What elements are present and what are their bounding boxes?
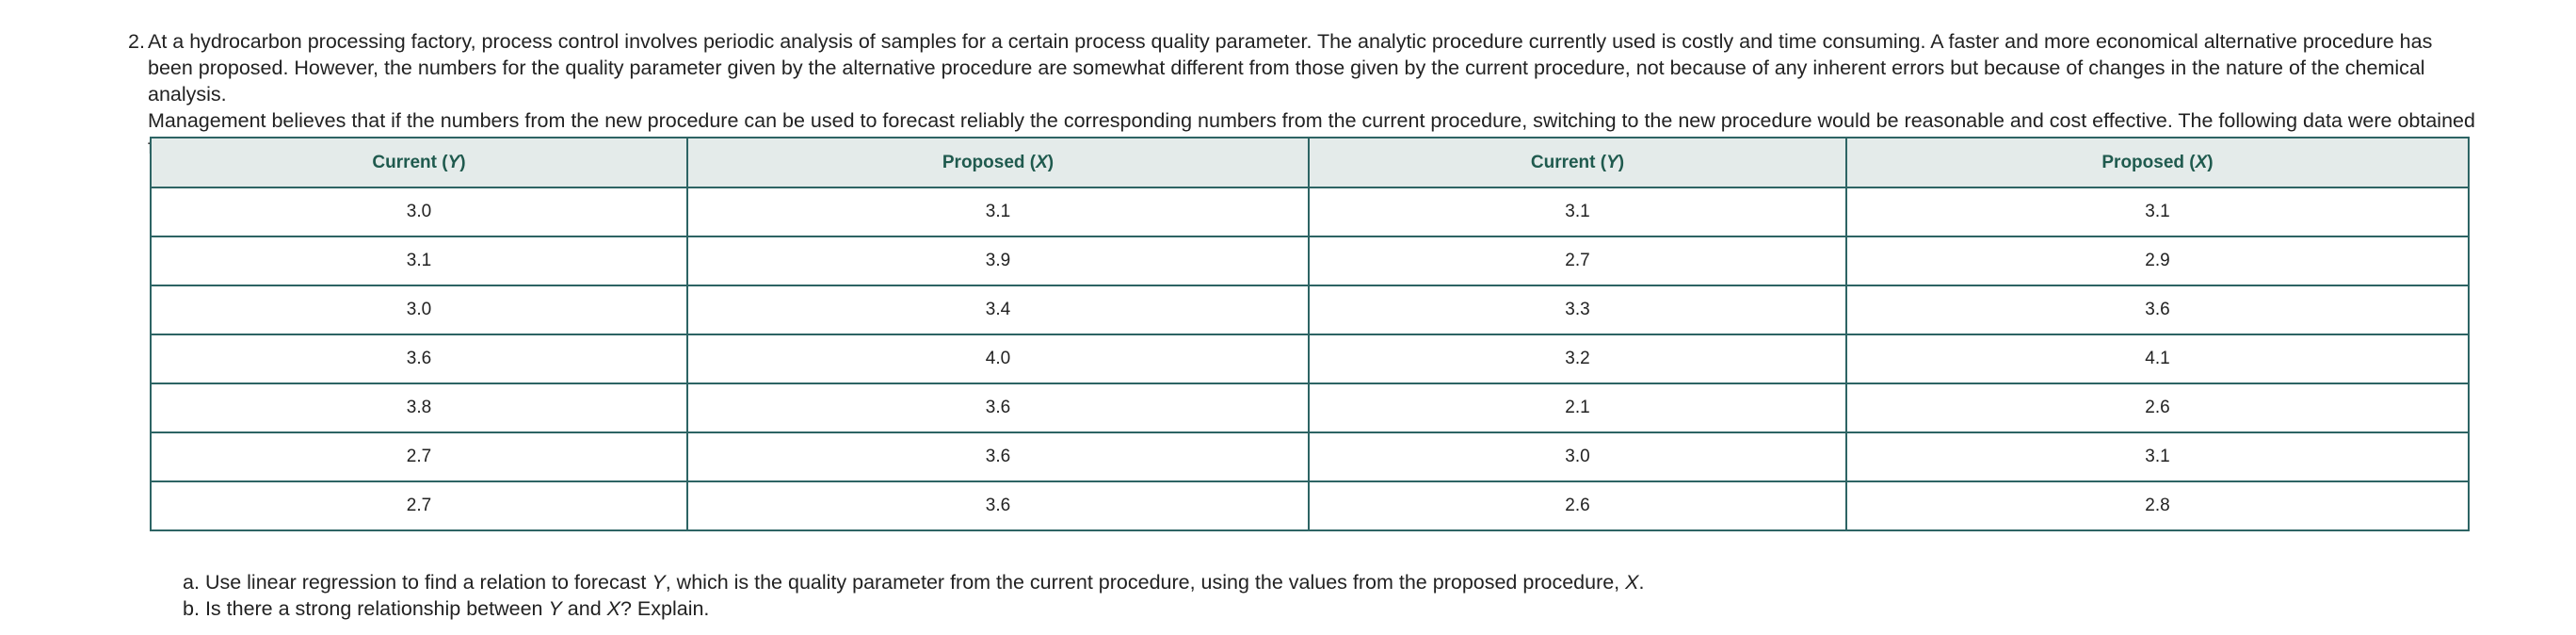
table-cell: 2.6 xyxy=(1845,383,2470,433)
table-cell: 3.1 xyxy=(1845,431,2470,482)
sub-question: a. Use linear regression to find a relati… xyxy=(183,569,1644,595)
table-cell: 2.9 xyxy=(1845,236,2470,286)
table-cell: 3.0 xyxy=(150,187,688,237)
table-row: 2.7 3.6 3.0 3.1 xyxy=(150,431,2470,482)
paragraph: At a hydrocarbon processing factory, pro… xyxy=(148,30,2433,106)
data-table: Current (Y) Proposed (X) Current (Y) Propos… xyxy=(150,137,2470,531)
table-cell: 4.1 xyxy=(1845,334,2470,384)
sub-question-text: ? Explain. xyxy=(620,597,710,620)
sub-question-text: and xyxy=(561,597,607,620)
table-cell: 4.0 xyxy=(686,334,1310,384)
sub-question-text: Is there a strong relationship between xyxy=(204,597,549,620)
header-variable: X xyxy=(1036,152,1048,172)
header-text: Proposed ( xyxy=(942,152,1037,172)
header-row: Current (Y) Proposed (X) Current (Y) Propos… xyxy=(150,137,2470,188)
table-cell: 3.6 xyxy=(686,480,1310,531)
table-body: 3.0 3.1 3.1 3.1 3.1 3.9 2.7 2.9 3.0 3.4 3.3 3.6 3.6 4… xyxy=(150,187,2470,531)
variable: Y xyxy=(548,597,562,620)
table-cell: 2.6 xyxy=(1308,480,1847,531)
column-header: Proposed (X) xyxy=(1845,137,2470,188)
table-cell: 3.6 xyxy=(150,334,688,384)
table-cell: 3.4 xyxy=(686,285,1310,335)
header-text: ) xyxy=(459,152,466,172)
column-header: Current (Y) xyxy=(150,137,688,188)
sub-question-text: Use linear regression to find a relation… xyxy=(204,571,652,594)
variable: X xyxy=(606,597,620,620)
table-cell: 3.8 xyxy=(150,383,688,433)
table-cell: 3.9 xyxy=(686,236,1310,286)
variable: X xyxy=(1625,571,1639,594)
table-cell: 3.1 xyxy=(1308,187,1847,237)
header-text: ) xyxy=(1618,152,1625,172)
sub-question-label: b. xyxy=(183,597,200,620)
table-row: 3.0 3.4 3.3 3.6 xyxy=(150,285,2470,335)
header-text: ) xyxy=(1047,152,1055,172)
table-cell: 2.7 xyxy=(1308,236,1847,286)
table-cell: 3.1 xyxy=(1845,187,2470,237)
table-cell: 3.2 xyxy=(1308,334,1847,384)
sub-questions: a. Use linear regression to find a relati… xyxy=(183,569,1644,622)
column-header: Current (Y) xyxy=(1308,137,1847,188)
table-cell: 2.7 xyxy=(150,480,688,531)
header-variable: Y xyxy=(1606,152,1618,172)
table-row: 3.6 4.0 3.2 4.1 xyxy=(150,334,2470,384)
table-cell: 2.7 xyxy=(150,431,688,482)
table-row: 3.8 3.6 2.1 2.6 xyxy=(150,383,2470,433)
question-number: 2. xyxy=(128,30,145,53)
table-cell: 3.0 xyxy=(150,285,688,335)
sub-question-label: a. xyxy=(183,571,200,594)
header-variable: X xyxy=(2195,152,2208,172)
header-text: ) xyxy=(2207,152,2214,172)
variable: Y xyxy=(652,571,666,594)
table-cell: 3.1 xyxy=(686,187,1310,237)
sub-question: b. Is there a strong relationship between… xyxy=(183,595,1644,622)
table-cell: 3.6 xyxy=(1845,285,2470,335)
table-row: 2.7 3.6 2.6 2.8 xyxy=(150,480,2470,531)
sub-question-text: , which is the quality parameter from th… xyxy=(665,571,1626,594)
table-cell: 3.6 xyxy=(686,383,1310,433)
sub-question-text: . xyxy=(1638,571,1645,594)
table-row: 3.1 3.9 2.7 2.9 xyxy=(150,236,2470,286)
header-text: Current ( xyxy=(372,152,448,172)
table-cell: 2.8 xyxy=(1845,480,2470,531)
table-cell: 3.6 xyxy=(686,431,1310,482)
header-text: Proposed ( xyxy=(2101,152,2196,172)
table-row: 3.0 3.1 3.1 3.1 xyxy=(150,187,2470,237)
table-cell: 3.3 xyxy=(1308,285,1847,335)
header-variable: Y xyxy=(447,152,460,172)
table-cell: 3.0 xyxy=(1308,431,1847,482)
header-text: Current ( xyxy=(1530,152,1607,172)
column-header: Proposed (X) xyxy=(686,137,1310,188)
table-cell: 2.1 xyxy=(1308,383,1847,433)
table-cell: 3.1 xyxy=(150,236,688,286)
